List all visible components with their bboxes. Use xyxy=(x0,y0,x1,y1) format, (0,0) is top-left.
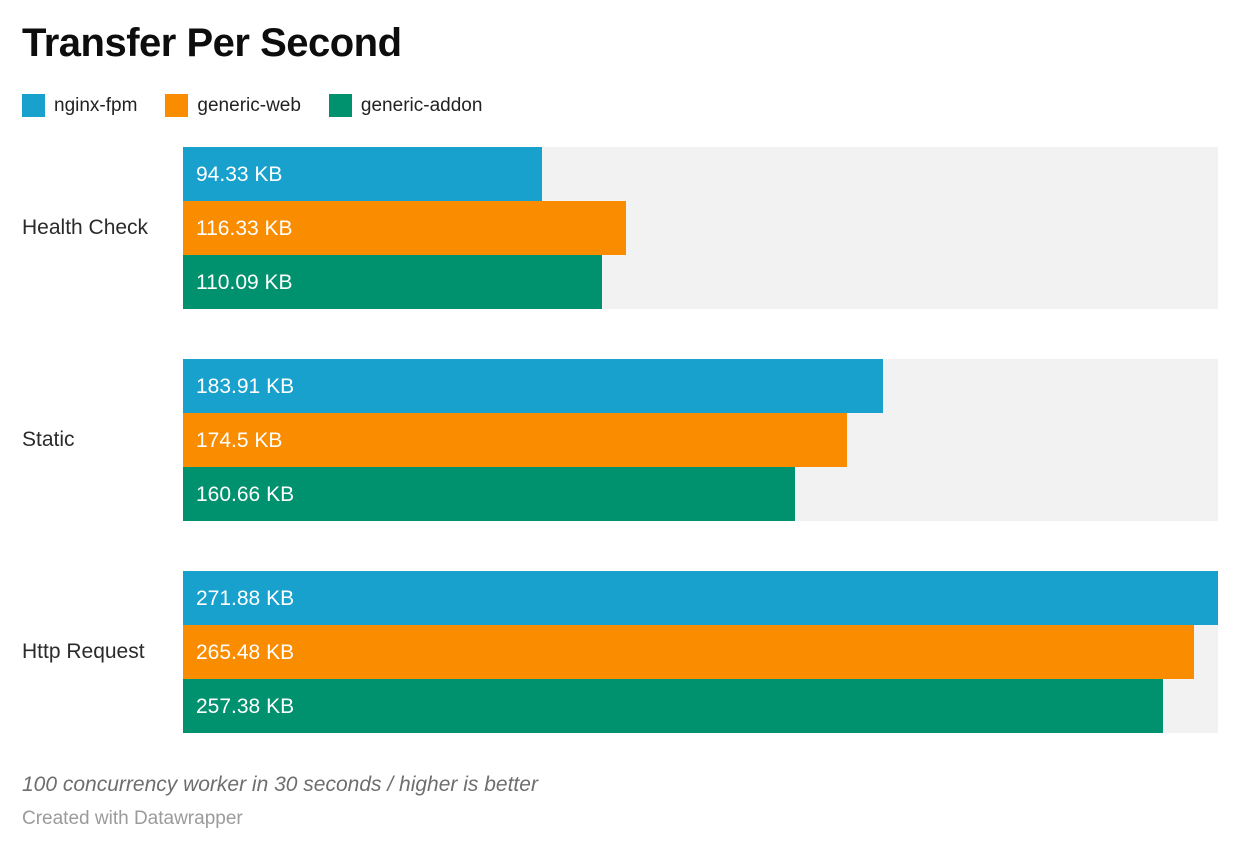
bar-value-label: 116.33 KB xyxy=(196,216,293,240)
chart-note: 100 concurrency worker in 30 seconds / h… xyxy=(22,773,538,796)
bar-static-generic-web: 174.5 KB xyxy=(183,413,848,467)
bar-value-label: 110.09 KB xyxy=(196,270,293,294)
legend-item-generic-web: generic-web xyxy=(165,94,301,117)
bar-value-label: 174.5 KB xyxy=(196,428,283,452)
bar-value-label: 265.48 KB xyxy=(196,640,295,664)
bar-group-health-check: Health Check 94.33 KB 116.33 KB 110.09 K… xyxy=(22,147,1218,309)
bar-http-request-generic-addon: 257.38 KB xyxy=(183,679,1163,733)
legend-item-generic-addon: generic-addon xyxy=(328,94,483,117)
bar-http-request-nginx-fpm: 271.88 KB xyxy=(183,571,1218,625)
bar-track: 183.91 KB 174.5 KB 160.66 KB xyxy=(183,359,1218,521)
legend-swatch-generic-addon xyxy=(328,94,352,117)
bar-static-generic-addon: 160.66 KB xyxy=(183,467,795,521)
bar-health-check-nginx-fpm: 94.33 KB xyxy=(183,147,543,201)
legend: nginx-fpm generic-web generic-addon xyxy=(22,94,1218,117)
legend-item-nginx-fpm: nginx-fpm xyxy=(22,94,137,117)
bar-static-nginx-fpm: 183.91 KB xyxy=(183,359,884,413)
legend-label: nginx-fpm xyxy=(54,95,138,116)
legend-swatch-generic-web xyxy=(165,94,189,117)
bar-value-label: 257.38 KB xyxy=(196,694,295,718)
bar-http-request-generic-web: 265.48 KB xyxy=(183,625,1194,679)
bar-value-label: 183.91 KB xyxy=(196,374,295,398)
datawrapper-attribution[interactable]: Created with Datawrapper xyxy=(22,808,243,829)
bar-group-http-request: Http Request 271.88 KB 265.48 KB 257.38 … xyxy=(22,571,1218,733)
bar-health-check-generic-addon: 110.09 KB xyxy=(183,255,603,309)
legend-label: generic-web xyxy=(197,95,301,116)
chart: Transfer Per Second nginx-fpm generic-we… xyxy=(22,21,1218,829)
legend-swatch-nginx-fpm xyxy=(22,94,45,117)
bar-track: 271.88 KB 265.48 KB 257.38 KB xyxy=(183,571,1218,733)
chart-title: Transfer Per Second xyxy=(22,21,402,65)
bar-value-label: 160.66 KB xyxy=(196,482,295,506)
bar-track: 94.33 KB 116.33 KB 110.09 KB xyxy=(183,147,1218,309)
bar-group-static: Static 183.91 KB 174.5 KB 160.66 KB xyxy=(22,359,1218,521)
legend-label: generic-addon xyxy=(360,95,483,116)
bar-value-label: 271.88 KB xyxy=(196,586,295,610)
category-label: Static xyxy=(22,428,75,452)
bar-value-label: 94.33 KB xyxy=(196,162,283,186)
bar-health-check-generic-web: 116.33 KB xyxy=(183,201,626,255)
category-label: Health Check xyxy=(22,216,149,240)
category-label: Http Request xyxy=(22,640,145,664)
plot-area: Health Check 94.33 KB 116.33 KB 110.09 K… xyxy=(22,147,1218,733)
